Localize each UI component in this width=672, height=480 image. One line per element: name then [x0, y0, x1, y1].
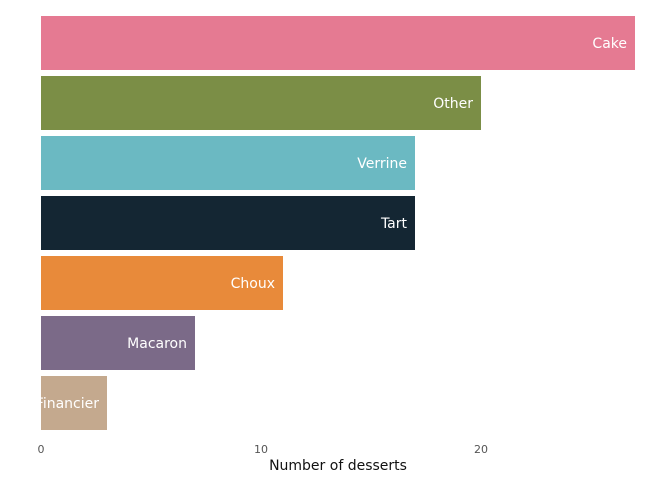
x-tick-label: 0 — [38, 443, 45, 456]
bar-label-financier: Financier — [36, 396, 99, 412]
bar-label-verrine: Verrine — [357, 156, 407, 172]
bars-group: Cake Other Verrine Tart Choux Macaron Financie… — [36, 16, 635, 430]
bar-macaron — [41, 316, 195, 370]
bar-label-cake: Cake — [592, 36, 627, 52]
bar-other — [41, 76, 481, 130]
x-axis-title: Number of desserts — [269, 458, 407, 474]
bar-cake — [41, 16, 635, 70]
bar-choux — [41, 256, 283, 310]
bar-label-macaron: Macaron — [127, 336, 187, 352]
bar-verrine — [41, 136, 415, 190]
bar-financier — [41, 376, 107, 430]
bar-label-choux: Choux — [231, 276, 275, 292]
bar-tart — [41, 196, 415, 250]
bar-label-other: Other — [433, 96, 473, 112]
x-tick-label: 20 — [474, 443, 488, 456]
bar-label-tart: Tart — [380, 216, 408, 232]
x-axis-ticks: 0 10 20 — [38, 443, 489, 456]
x-tick-label: 10 — [254, 443, 268, 456]
